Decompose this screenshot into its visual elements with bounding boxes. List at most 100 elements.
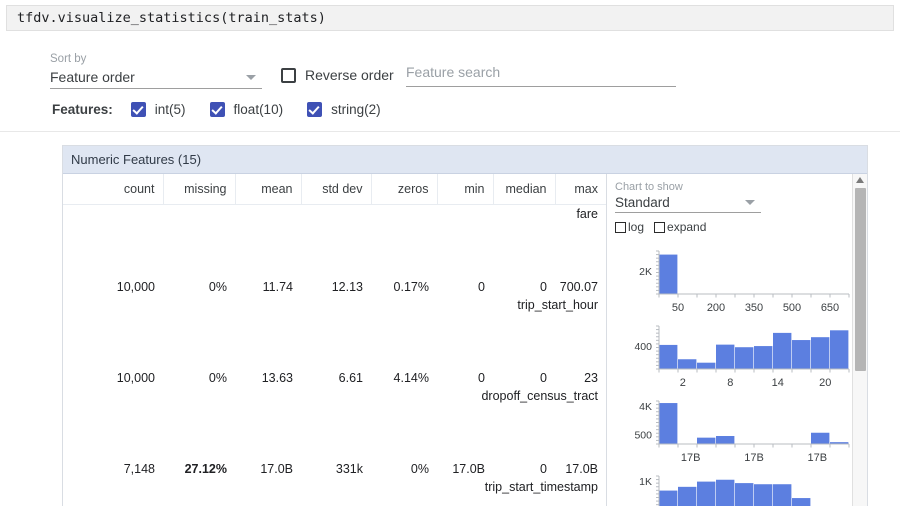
histogram-dropoff_census_tract[interactable]: 4K 500 17B 17B 17B — [607, 397, 867, 472]
checkbox-checked-icon[interactable] — [209, 102, 225, 117]
column-header-min[interactable]: min — [437, 174, 494, 205]
x-tick-label: 350 — [745, 302, 763, 314]
histogram-bar — [678, 486, 697, 506]
cell-count: 10,000 — [116, 370, 155, 385]
column-header-mean[interactable]: mean — [235, 174, 302, 205]
reverse-order-checkbox[interactable]: Reverse order — [281, 67, 394, 83]
expand-toggle[interactable]: expand — [654, 220, 706, 234]
charts-scrollbar[interactable] — [852, 174, 867, 506]
reverse-order-label: Reverse order — [305, 67, 394, 83]
table-header-row: count missing mean std dev zeros min med… — [63, 174, 606, 205]
table-row[interactable]: fare — [63, 204, 606, 221]
histogram-list: 2K 50 200 350 500 650 400 2 8 14 20 4K 500 17B 17B 17B 1… — [607, 247, 867, 506]
controls-divider — [0, 131, 900, 132]
histogram-bar — [697, 362, 716, 369]
controls-bar: Sort by Feature order Reverse order Feat… — [0, 40, 900, 132]
histogram-bar — [773, 484, 792, 506]
chart-to-show-select[interactable]: Standard — [615, 195, 761, 213]
sort-by-select[interactable]: Sort by Feature order — [50, 52, 262, 89]
feature-type-filters: Features: int(5) float(10) string(2) — [52, 102, 405, 117]
section-header: Numeric Features (15) — [63, 146, 867, 174]
feature-filter-float[interactable]: float(10) — [209, 102, 284, 117]
checkbox-unchecked-icon[interactable] — [654, 221, 666, 233]
column-header-zeros[interactable]: zeros — [371, 174, 438, 205]
x-tick-label: 650 — [821, 302, 839, 314]
cell-min: 17.0B — [452, 461, 485, 476]
feature-search-input[interactable]: Feature search — [406, 64, 676, 87]
column-header-std-dev[interactable]: std dev — [301, 174, 372, 205]
column-header-count[interactable]: count — [63, 174, 164, 205]
log-toggle-label: log — [628, 220, 645, 234]
checkbox-checked-icon[interactable] — [130, 102, 146, 117]
notebook-code-cell[interactable]: tfdv.visualize_statistics(train_stats) — [6, 5, 894, 31]
table-row[interactable]: dropoff_census_tract — [63, 387, 606, 403]
cell-zeros: 4.14% — [393, 370, 429, 385]
table-row[interactable]: 10,000 0% 1.41B 29.2M 0% 1.36B 0 1.48B — [63, 494, 606, 506]
column-header-median[interactable]: median — [493, 174, 556, 205]
histogram-bar — [697, 437, 716, 444]
x-tick-label: 17B — [681, 452, 701, 464]
feature-filter-string-label: string(2) — [331, 102, 381, 117]
histogram-bar — [792, 498, 811, 506]
cell-mean: 1.41B — [235, 494, 301, 506]
table-row[interactable]: trip_start_timestamp — [63, 478, 606, 494]
histogram-bar — [754, 346, 773, 369]
stats-table: count missing mean std dev zeros min med… — [63, 174, 606, 506]
x-tick-label: 500 — [783, 302, 801, 314]
histogram-bar — [792, 340, 811, 369]
code-cell-text: tfdv.visualize_statistics(train_stats) — [17, 10, 326, 26]
checkbox-unchecked-icon[interactable] — [615, 221, 626, 233]
cell-max: 700.07 — [559, 279, 598, 294]
charts-container: Chart to show Standard log expand — [606, 174, 867, 506]
feature-filter-int-label: int(5) — [154, 102, 186, 117]
histogram-bar — [773, 332, 792, 369]
y-tick-label: 4K — [639, 401, 652, 413]
table-row[interactable]: 10,000 0% 11.74 12.13 0.17% 0 0 700.07 — [63, 221, 606, 296]
histogram-trip_start_hour[interactable]: 400 2 8 14 20 — [607, 322, 867, 397]
table-row[interactable]: 7,148 27.12% 17.0B 331k 0% 17.0B 0 17.0B — [63, 403, 606, 478]
x-tick-label: 17B — [808, 452, 828, 464]
cell-zeros: 0.17% — [393, 279, 429, 294]
arrow-up-icon[interactable] — [856, 177, 864, 183]
expand-toggle-label: expand — [667, 220, 707, 234]
histogram-bar — [697, 481, 716, 506]
checkbox-unchecked-icon[interactable] — [281, 67, 296, 83]
numeric-features-panel: Numeric Features (15) count missing me — [62, 145, 868, 506]
histogram-bar — [735, 483, 754, 506]
table-row[interactable]: 10,000 0% 13.63 6.61 4.14% 0 0 23 — [63, 312, 606, 387]
column-header-missing[interactable]: missing — [163, 174, 236, 205]
cell-count: 10,000 — [116, 279, 155, 294]
histogram-bar — [830, 442, 849, 444]
cell-median: 0 — [540, 461, 547, 476]
stats-table-container: count missing mean std dev zeros min med… — [63, 174, 606, 506]
histogram-fare[interactable]: 2K 50 200 350 500 650 — [607, 247, 867, 322]
y-tick-label: 400 — [634, 341, 652, 353]
histogram-bar — [659, 254, 678, 294]
chevron-down-icon — [246, 74, 256, 80]
histogram-bar — [659, 490, 678, 506]
histogram-bar — [754, 484, 773, 506]
chart-toggles: log expand — [615, 220, 859, 234]
checkbox-checked-icon[interactable] — [307, 102, 323, 117]
y-tick-label: 500 — [634, 430, 652, 442]
feature-filter-string[interactable]: string(2) — [307, 102, 381, 117]
table-row[interactable]: trip_start_hour — [63, 296, 606, 312]
histogram-trip_start_timestamp[interactable]: 1K 200 — [607, 472, 867, 506]
chart-to-show-label: Chart to show — [615, 181, 683, 193]
x-tick-label: 20 — [819, 377, 831, 389]
log-toggle[interactable]: log — [615, 220, 644, 234]
cell-std-dev: 331k — [335, 461, 363, 476]
cell-min: 0 — [478, 279, 485, 294]
x-tick-label: 17B — [744, 452, 764, 464]
feature-filter-float-label: float(10) — [233, 102, 284, 117]
histogram-bar — [716, 436, 735, 444]
scrollbar-thumb[interactable] — [855, 188, 866, 371]
histogram-bar — [659, 344, 678, 369]
sort-by-value: Feature order — [50, 69, 135, 85]
sort-by-label: Sort by — [50, 53, 87, 65]
feature-name: trip_start_timestamp — [484, 479, 598, 494]
x-tick-label: 14 — [772, 377, 784, 389]
column-header-max[interactable]: max — [555, 174, 606, 205]
feature-filter-int[interactable]: int(5) — [130, 102, 186, 117]
y-tick-label: 200 — [634, 505, 652, 506]
